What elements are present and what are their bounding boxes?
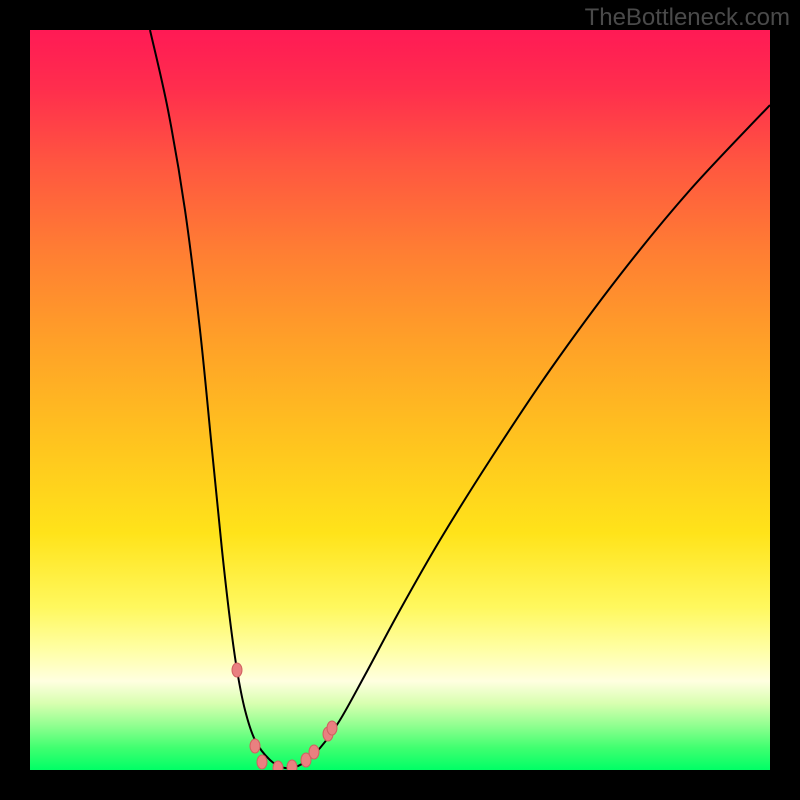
data-marker [273,761,283,770]
chart-container [30,30,770,770]
watermark-text: TheBottleneck.com [585,4,790,32]
data-marker [327,721,337,735]
data-marker [250,739,260,753]
data-marker [287,760,297,770]
data-marker [257,755,267,769]
data-marker [309,745,319,759]
gradient-background [30,30,770,770]
data-marker [232,663,242,677]
chart-svg [30,30,770,770]
